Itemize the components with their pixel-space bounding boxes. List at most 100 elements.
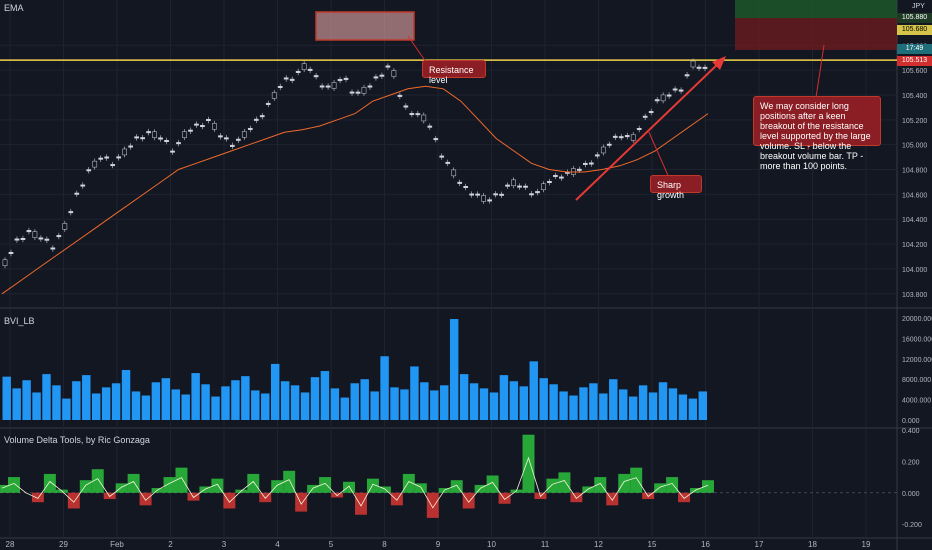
candle-body (235, 138, 241, 141)
volume-bar (111, 383, 121, 420)
delta-area (606, 492, 619, 506)
candle-body (331, 82, 337, 89)
volume-bar (589, 383, 598, 420)
candle-body (14, 238, 20, 241)
delta-tick-label: -0.200 (902, 522, 922, 529)
delta-area (666, 477, 679, 493)
price-tag-1: 105.880 (897, 13, 932, 23)
candle-body (277, 85, 283, 88)
price-tick-label: 104.200 (902, 242, 927, 249)
volume-bar (658, 382, 668, 420)
candle-body (116, 156, 122, 159)
volume-bar (678, 394, 688, 420)
delta-area (115, 483, 128, 493)
candle-body (122, 148, 127, 156)
volume-bar (509, 381, 519, 420)
candle-body (158, 137, 163, 140)
volume-bar (251, 390, 260, 420)
candle-body (182, 131, 187, 138)
candle-body (319, 85, 325, 88)
candle-body (152, 131, 157, 138)
candle-body (493, 193, 498, 196)
x-tick-label: 2 (168, 540, 173, 549)
delta-area (211, 478, 224, 493)
volume-bar (12, 388, 21, 420)
candle-body (451, 169, 457, 177)
candle-body (8, 252, 14, 254)
volume-bar (52, 385, 61, 420)
candle-body (577, 168, 582, 171)
x-tick-label: 12 (594, 540, 603, 549)
delta-area (690, 488, 703, 493)
ema-line (1, 85, 709, 295)
volume-bar (270, 363, 280, 420)
volume-bar (161, 378, 171, 420)
volume-bar (648, 392, 658, 420)
target-zone (735, 0, 897, 18)
delta-area (702, 480, 714, 493)
delta-area (426, 492, 439, 518)
volume-bar (261, 393, 270, 420)
candle-body (206, 118, 211, 121)
delta-tick-label: 0.000 (902, 491, 920, 498)
delta-area (43, 473, 56, 493)
volume-bar (599, 393, 608, 420)
candle-body (684, 74, 690, 77)
candle-body (618, 136, 624, 139)
candle-body (20, 237, 26, 240)
volume-bar (72, 381, 81, 420)
candle-body (606, 143, 612, 146)
candle-body (481, 195, 486, 202)
volume-bar (101, 387, 111, 420)
delta-area (366, 478, 379, 493)
volume-bar (22, 380, 31, 420)
x-tick-label: 19 (862, 540, 871, 549)
candle-body (44, 238, 50, 241)
candle-body (379, 74, 385, 77)
delta-tick-label: 0.400 (902, 428, 920, 435)
x-tick-label: 5 (329, 540, 334, 549)
volume-bar (559, 391, 568, 420)
volume-bar (310, 377, 320, 420)
candle-body (98, 157, 104, 160)
delta-area (462, 492, 475, 509)
candle-body (80, 184, 86, 187)
candle-body (445, 161, 451, 164)
volume-bar (131, 391, 141, 420)
candle-body (247, 127, 253, 130)
volume-bar (280, 381, 290, 420)
currency-label: JPY (912, 3, 925, 10)
candle-body (421, 114, 427, 122)
delta-area (259, 492, 272, 503)
volume-bar (549, 384, 558, 420)
candle-body (397, 94, 403, 97)
candle-body (583, 162, 588, 165)
price-tag-2: 105.680 (897, 25, 932, 35)
candle-body (224, 137, 229, 140)
volume-bar (191, 373, 200, 420)
volume-bar (489, 392, 499, 420)
candle-body (547, 181, 552, 184)
delta-area (175, 467, 188, 493)
candle-body (26, 230, 32, 233)
candle-body (690, 60, 696, 68)
volume-bar (459, 374, 469, 420)
volume-bar (668, 388, 678, 420)
delta-area (307, 484, 320, 493)
volume-bar (330, 388, 340, 420)
volume-bar (201, 384, 210, 420)
candle-body (164, 140, 169, 143)
volume-bar (410, 366, 419, 420)
delta-area (319, 477, 332, 493)
delta-area (139, 492, 152, 506)
volume-bar (241, 376, 250, 420)
candle-body (630, 134, 636, 141)
volume-bar (121, 370, 131, 420)
candle-body (265, 102, 271, 105)
candle-body (636, 128, 642, 131)
delta-area (630, 467, 643, 493)
volume-bar (479, 388, 489, 420)
volume-tick-label: 4000.000 (902, 398, 931, 405)
